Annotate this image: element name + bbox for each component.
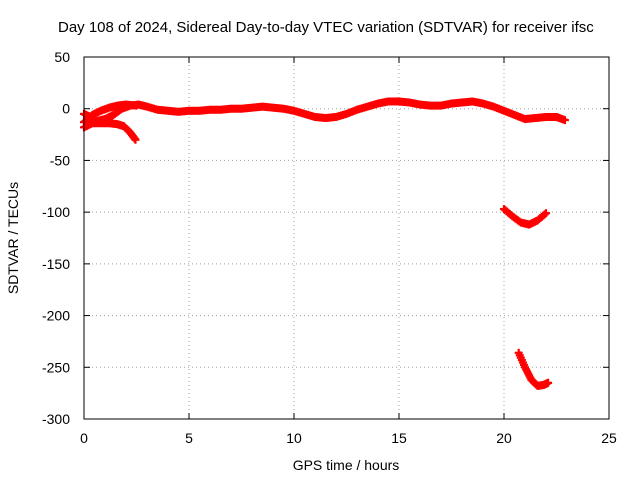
y-tick-label: -200: [42, 308, 70, 324]
y-tick-label: 0: [62, 101, 70, 117]
y-tick-label: -50: [50, 152, 70, 168]
grid-layer: [84, 57, 609, 419]
data-series-4: [500, 205, 550, 229]
y-tick-label: -100: [42, 204, 70, 220]
x-tick-label: 25: [601, 430, 617, 446]
y-axis-label: SDTVAR / TECUs: [5, 182, 21, 294]
data-layer: [80, 97, 569, 390]
data-series-2: [80, 119, 140, 144]
x-tick-label: 5: [185, 430, 193, 446]
tick-layer: 0 5 10 15 20 25 -300 -250 -200 -150 -100 -50 0 50: [42, 49, 617, 446]
y-tick-label: 50: [54, 49, 70, 65]
x-tick-label: 0: [80, 430, 88, 446]
data-series-1: [80, 97, 569, 126]
x-axis-label: GPS time / hours: [293, 457, 400, 473]
data-series-5: [514, 348, 553, 390]
y-tick-label: -300: [42, 411, 70, 427]
x-tick-label: 20: [496, 430, 512, 446]
chart-title: Day 108 of 2024, Sidereal Day-to-day VTE…: [58, 19, 594, 36]
x-tick-label: 15: [391, 430, 407, 446]
data-series-3: [80, 100, 141, 127]
y-tick-label: -150: [42, 256, 70, 272]
x-tick-label: 10: [286, 430, 302, 446]
plot-frame: [83, 56, 610, 420]
y-tick-label: -250: [42, 359, 70, 375]
